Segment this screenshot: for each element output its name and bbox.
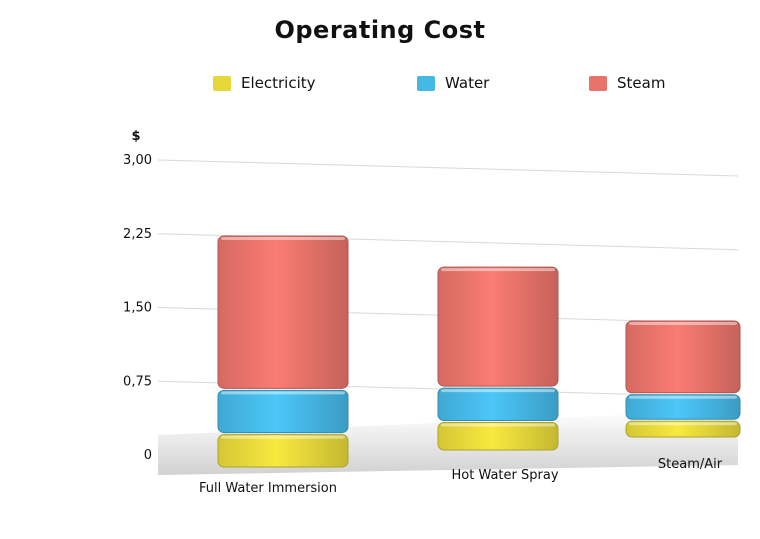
legend-item-steam: Steam (589, 74, 665, 92)
bar-segment-water (217, 389, 349, 434)
y-tick-label: 2,25 (123, 227, 152, 242)
bar-segment-water (437, 387, 559, 422)
bar-highlight (629, 422, 737, 426)
bar-segment-electricity (437, 422, 559, 451)
bar-segment-electricity (625, 420, 741, 438)
x-tick-label: Full Water Immersion (199, 481, 337, 496)
legend-item-electricity: Electricity (213, 74, 316, 92)
y-tick-label: 0 (144, 448, 152, 463)
bar-highlight (441, 268, 555, 272)
bar-segment-steam (625, 320, 741, 394)
legend-swatch-electricity (213, 75, 231, 91)
bar-highlight (221, 236, 345, 240)
y-tick-label: 3,00 (123, 153, 152, 168)
y-axis-label: $ (131, 129, 140, 144)
bar-highlight (629, 395, 737, 399)
x-tick-label: Hot Water Spray (451, 468, 558, 483)
bar-highlight (221, 435, 345, 439)
legend-label-steam: Steam (617, 74, 666, 92)
y-tick-label: 1,50 (123, 301, 152, 316)
bar-highlight (441, 423, 555, 427)
legend-label-water: Water (445, 74, 490, 92)
legend-item-water: Water (417, 74, 489, 92)
bar-segment-electricity (217, 434, 349, 468)
bar-segment-steam (217, 235, 349, 389)
chart-title: Operating Cost (274, 16, 486, 44)
bar-segment-steam (437, 266, 559, 387)
bar-segment-water (625, 394, 741, 420)
bar-highlight (441, 389, 555, 393)
bar-highlight (221, 391, 345, 395)
legend-swatch-water (417, 75, 435, 91)
legend-swatch-steam (589, 75, 607, 91)
x-tick-label: Steam/Air (658, 457, 723, 472)
legend-label-electricity: Electricity (241, 74, 316, 92)
legend: Electricity Water Steam (0, 74, 760, 98)
gridline (157, 159, 739, 177)
bar-highlight (629, 322, 737, 325)
y-tick-label: 0,75 (123, 374, 152, 389)
